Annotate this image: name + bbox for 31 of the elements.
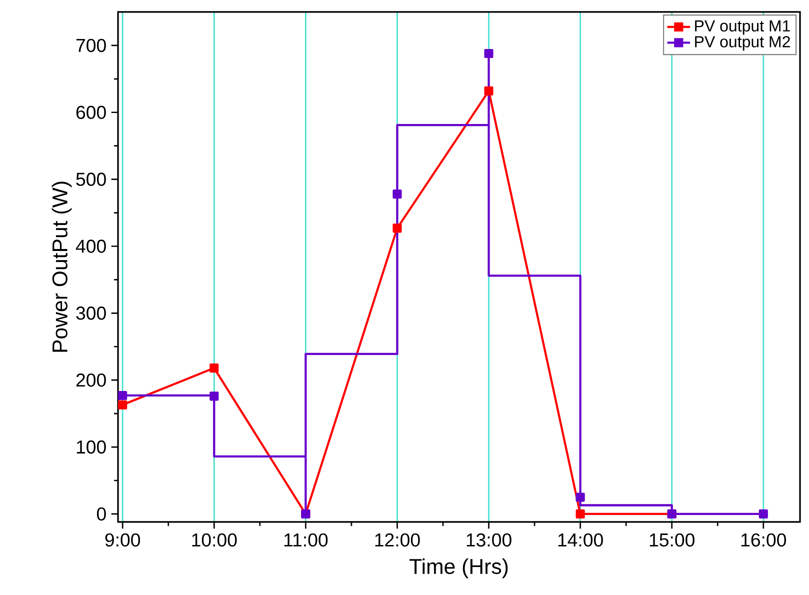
x-axis-title: Time (Hrs): [410, 558, 508, 578]
point: [758, 509, 768, 518]
y-tick-label: 100: [76, 440, 106, 454]
y-tick-label: 0: [96, 507, 106, 521]
y-tick-label: 500: [76, 172, 106, 186]
x-tick-label: 16:00: [741, 533, 786, 547]
point: [484, 86, 494, 96]
legend-label: PV output M1: [695, 20, 790, 35]
y-tick-label: 200: [76, 373, 106, 387]
point: [392, 190, 402, 199]
point: [484, 48, 494, 58]
x-tick-label: 14:00: [558, 533, 603, 547]
point: [210, 364, 219, 373]
point: [118, 390, 128, 400]
y-tick-label: 400: [76, 240, 106, 253]
point: [210, 392, 219, 401]
x-tick-label: 11:00: [284, 533, 328, 547]
point: [118, 400, 128, 410]
x-tick-label: 13:00: [466, 533, 512, 547]
x-tick-label: 15:00: [650, 533, 694, 547]
x-tick-label: 9:00: [105, 533, 140, 547]
y-tick-label: 600: [76, 106, 106, 119]
y-axis-title: Power OutPut (W): [52, 182, 72, 352]
legend-label: PV output M2: [695, 36, 790, 51]
point: [392, 224, 402, 233]
x-tick-label: 12:00: [375, 533, 420, 547]
y-tick-label: 300: [76, 306, 106, 320]
point: [576, 509, 585, 518]
point: [576, 492, 585, 502]
y-tick-label: 700: [76, 38, 106, 52]
x-tick-label: 10:00: [192, 533, 237, 547]
